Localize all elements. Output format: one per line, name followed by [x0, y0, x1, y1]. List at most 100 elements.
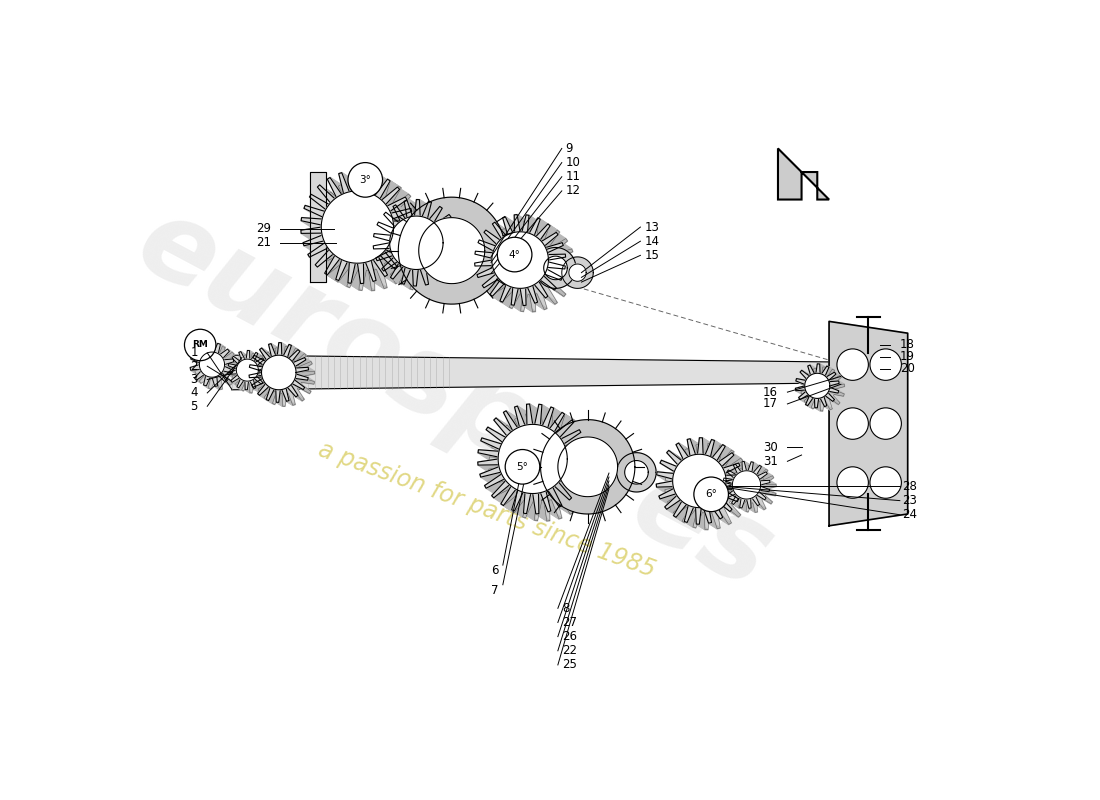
Polygon shape [730, 510, 740, 517]
Polygon shape [725, 466, 748, 479]
Polygon shape [480, 240, 505, 252]
Circle shape [837, 408, 868, 439]
Polygon shape [829, 383, 845, 389]
Polygon shape [266, 366, 272, 371]
Text: 14: 14 [645, 234, 659, 248]
Polygon shape [684, 522, 696, 528]
Polygon shape [365, 171, 378, 199]
Polygon shape [732, 495, 742, 507]
Polygon shape [236, 386, 243, 391]
Text: 22: 22 [562, 644, 576, 658]
Polygon shape [339, 173, 353, 181]
Polygon shape [417, 199, 428, 205]
Polygon shape [348, 262, 361, 290]
Polygon shape [426, 284, 437, 290]
Polygon shape [373, 174, 390, 202]
Polygon shape [741, 462, 750, 466]
Polygon shape [838, 390, 844, 396]
Polygon shape [512, 510, 526, 518]
Polygon shape [414, 221, 425, 231]
Polygon shape [488, 411, 598, 521]
Polygon shape [271, 344, 282, 359]
Polygon shape [440, 206, 451, 214]
Polygon shape [351, 170, 365, 178]
Polygon shape [390, 242, 420, 256]
Polygon shape [382, 269, 393, 277]
Polygon shape [535, 247, 576, 288]
Polygon shape [305, 206, 336, 218]
Polygon shape [263, 358, 268, 363]
Polygon shape [484, 486, 497, 495]
Polygon shape [484, 230, 495, 238]
Polygon shape [539, 404, 553, 412]
Text: 30: 30 [763, 441, 778, 454]
Polygon shape [249, 373, 267, 379]
Polygon shape [617, 453, 656, 492]
Polygon shape [342, 173, 361, 199]
Polygon shape [395, 267, 408, 276]
Text: 2: 2 [190, 360, 198, 373]
Polygon shape [480, 474, 492, 484]
Polygon shape [568, 456, 598, 466]
Text: 4°: 4° [508, 250, 520, 259]
Polygon shape [295, 378, 313, 384]
Circle shape [870, 408, 901, 439]
Polygon shape [287, 346, 298, 362]
Polygon shape [214, 386, 222, 390]
Circle shape [837, 349, 868, 380]
Polygon shape [233, 359, 239, 365]
Circle shape [837, 467, 868, 498]
Polygon shape [492, 496, 505, 505]
Polygon shape [228, 372, 233, 378]
Text: 29: 29 [256, 222, 271, 235]
Polygon shape [393, 205, 405, 212]
Polygon shape [503, 217, 515, 224]
Polygon shape [805, 405, 813, 409]
Polygon shape [739, 463, 748, 471]
Polygon shape [657, 438, 742, 524]
Text: 23: 23 [902, 494, 917, 507]
Polygon shape [548, 267, 574, 275]
Polygon shape [232, 355, 845, 390]
Polygon shape [405, 197, 418, 206]
Polygon shape [801, 367, 845, 411]
Polygon shape [478, 450, 510, 458]
Polygon shape [396, 205, 414, 224]
Polygon shape [374, 234, 399, 241]
Polygon shape [390, 263, 407, 283]
Polygon shape [433, 208, 451, 228]
Polygon shape [252, 385, 260, 391]
Polygon shape [769, 490, 776, 496]
Polygon shape [815, 408, 823, 411]
Text: 15: 15 [645, 249, 659, 262]
Text: 3: 3 [190, 373, 198, 386]
Polygon shape [557, 232, 568, 241]
Polygon shape [305, 358, 312, 364]
Polygon shape [229, 364, 242, 369]
Text: 11: 11 [565, 170, 581, 183]
Polygon shape [301, 227, 332, 238]
Polygon shape [311, 194, 340, 211]
Polygon shape [795, 386, 811, 391]
Polygon shape [535, 219, 550, 242]
Polygon shape [257, 375, 271, 380]
Polygon shape [583, 477, 596, 487]
Polygon shape [664, 443, 751, 530]
Polygon shape [724, 478, 739, 483]
Polygon shape [478, 240, 488, 249]
Polygon shape [361, 283, 375, 290]
Polygon shape [833, 399, 840, 405]
Polygon shape [657, 472, 665, 480]
Polygon shape [546, 296, 558, 304]
Polygon shape [308, 242, 336, 262]
Polygon shape [433, 263, 455, 279]
Polygon shape [659, 489, 682, 502]
Polygon shape [517, 406, 536, 432]
Polygon shape [659, 496, 669, 505]
Polygon shape [565, 254, 575, 263]
Polygon shape [312, 178, 425, 290]
Polygon shape [515, 406, 528, 414]
Polygon shape [757, 495, 771, 504]
Polygon shape [664, 495, 685, 512]
Polygon shape [474, 214, 565, 306]
